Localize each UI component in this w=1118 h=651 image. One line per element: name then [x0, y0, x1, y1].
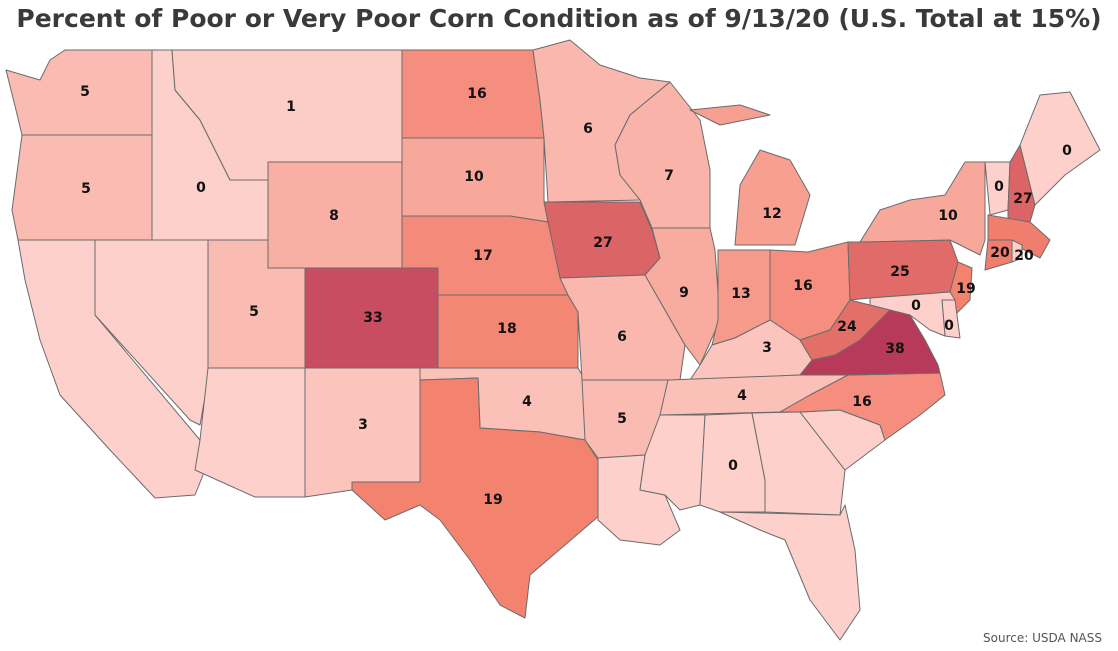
- state-me[interactable]: [1019, 91, 1101, 206]
- state-label-md: 0: [911, 298, 921, 314]
- state-label-ar: 5: [617, 411, 627, 427]
- state-label-de: 0: [944, 318, 954, 334]
- state-label-al: 0: [728, 458, 738, 474]
- state-label-ne: 17: [473, 248, 492, 264]
- state-il[interactable]: [644, 227, 721, 366]
- state-label-nh: 27: [1013, 191, 1032, 207]
- state-ks[interactable]: [437, 294, 579, 369]
- state-label-co: 33: [363, 310, 382, 326]
- map-title: Percent of Poor or Very Poor Corn Condit…: [16, 4, 1102, 33]
- state-label-tn: 4: [737, 388, 747, 404]
- state-label-mt: 1: [286, 99, 296, 115]
- state-label-nj: 19: [956, 281, 975, 297]
- state-label-mn: 6: [583, 121, 593, 137]
- state-label-mo: 6: [617, 329, 627, 345]
- state-wa[interactable]: [5, 49, 153, 136]
- state-md[interactable]: [869, 291, 956, 337]
- states-layer: [5, 39, 1101, 641]
- state-label-ct: 20: [990, 245, 1010, 261]
- state-az[interactable]: [194, 367, 306, 498]
- state-label-in: 13: [731, 286, 750, 302]
- state-label-nc: 16: [852, 394, 871, 410]
- state-label-wv: 24: [837, 319, 857, 335]
- state-label-me: 0: [1062, 143, 1072, 159]
- state-label-ky: 3: [762, 340, 772, 356]
- state-label-pa: 25: [890, 264, 909, 280]
- state-label-id: 0: [196, 180, 206, 196]
- state-label-or: 5: [81, 181, 91, 197]
- state-label-va: 38: [885, 341, 904, 357]
- state-nc[interactable]: [779, 372, 946, 441]
- state-label-ma: 20: [1014, 248, 1034, 264]
- state-label-il: 9: [679, 285, 689, 301]
- state-ri[interactable]: [1011, 239, 1023, 263]
- state-label-tx: 19: [483, 492, 502, 508]
- state-wi[interactable]: [614, 81, 711, 229]
- state-label-oh: 16: [793, 278, 812, 294]
- state-label-mi: 12: [762, 206, 781, 222]
- state-label-wa: 5: [80, 84, 90, 100]
- state-label-ok: 4: [522, 394, 532, 410]
- state-label-ks: 18: [497, 321, 516, 337]
- state-label-ia: 27: [593, 235, 612, 251]
- source-note: Source: USDA NASS: [983, 631, 1102, 645]
- state-label-nd: 16: [467, 86, 486, 102]
- state-ny[interactable]: [859, 161, 986, 256]
- state-label-sd: 10: [464, 169, 484, 185]
- state-label-ny: 10: [938, 208, 958, 224]
- state-label-wi: 7: [664, 168, 674, 184]
- state-label-nm: 3: [358, 417, 368, 433]
- state-label-wy: 8: [329, 208, 339, 224]
- state-label-vt: 0: [994, 179, 1004, 195]
- state-fl[interactable]: [719, 504, 861, 641]
- state-tx[interactable]: [351, 377, 601, 619]
- state-mi[interactable]: [689, 104, 811, 246]
- value-labels: 5 5 0 1 8 5 33 3 16 10 17 18 4 19 6 27 6…: [80, 84, 1072, 508]
- state-label-ut: 5: [249, 304, 259, 320]
